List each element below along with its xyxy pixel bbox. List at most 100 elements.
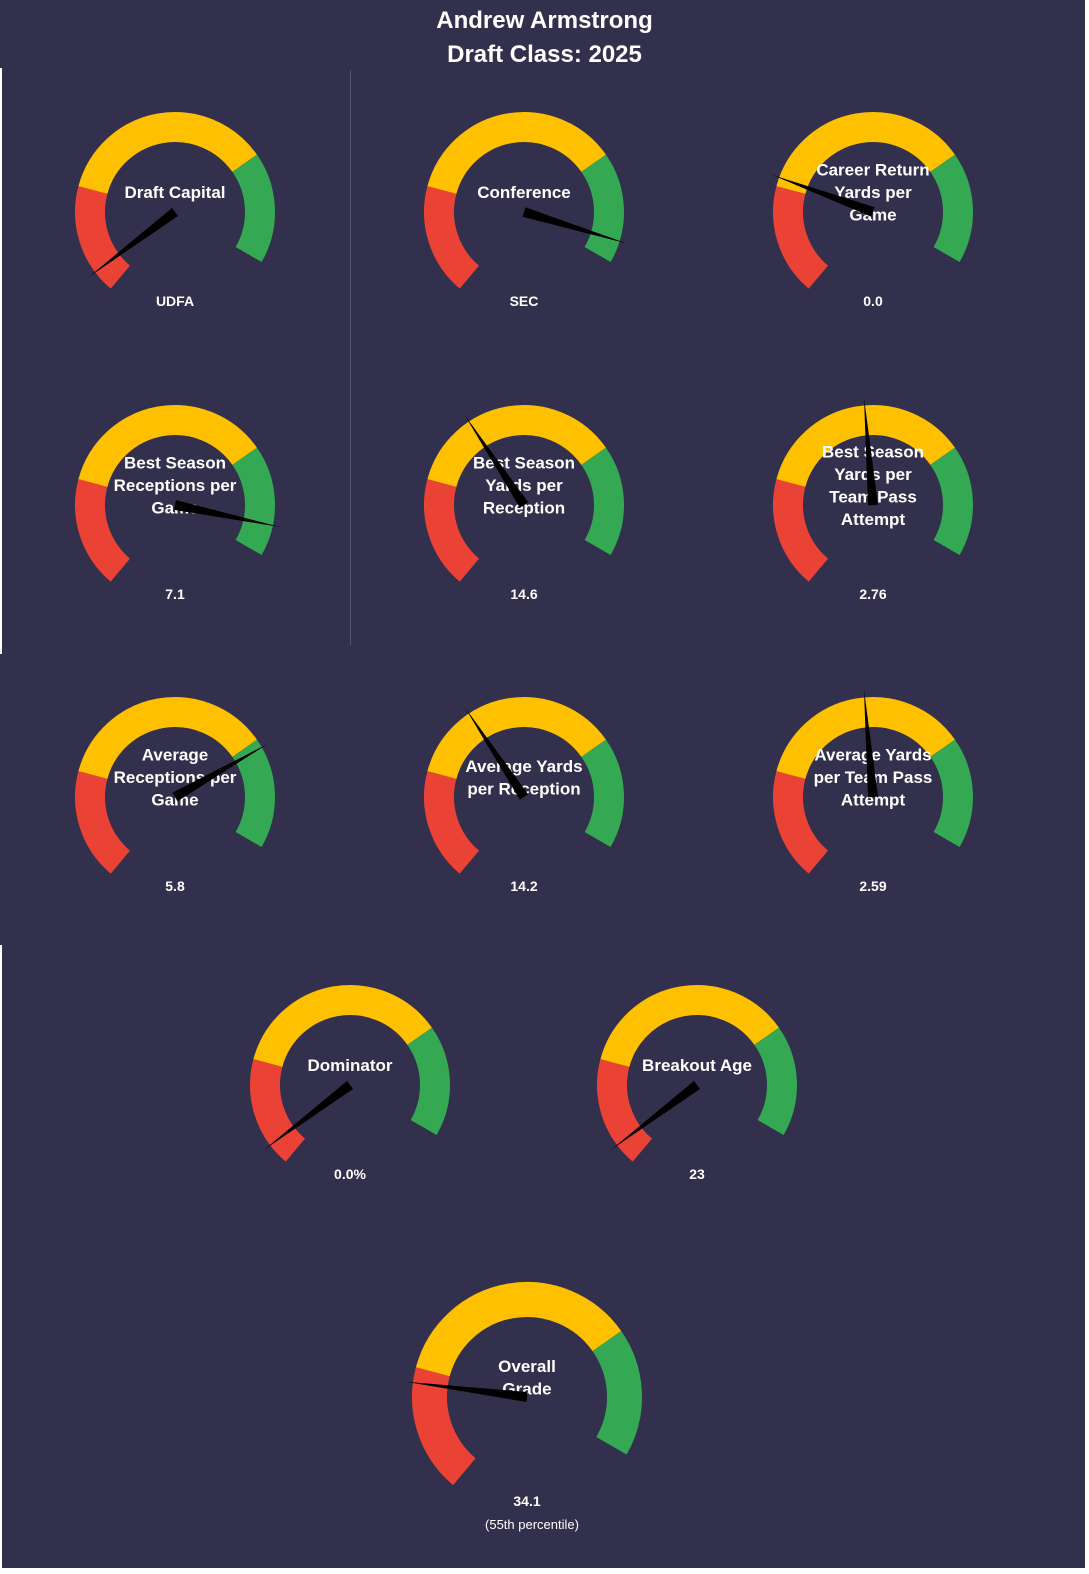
gauge-needle [863, 689, 878, 798]
gauge-label-line: Attempt [841, 510, 906, 529]
gauge-label: Career Return Yards per Game [816, 161, 929, 225]
gauge-band-low [75, 479, 131, 582]
gauge-band-mid [600, 985, 779, 1068]
gauge-band-high [592, 1331, 642, 1455]
gauge-band-mid [415, 1282, 622, 1377]
gauge-band-low [773, 186, 829, 289]
gauge-needle [863, 397, 878, 506]
gauge-value: 34.1 [513, 1493, 540, 1509]
gauge-band-high [581, 739, 624, 847]
gauge-band-high [930, 447, 973, 555]
gauge-band-mid [78, 112, 257, 195]
gauge-value: 0.0% [334, 1166, 366, 1182]
gauge-band-low [424, 186, 480, 289]
gauge-label: Draft Capital [124, 183, 225, 202]
gauge-label-line: Average Yards [814, 746, 931, 765]
gauge-band-high [232, 154, 275, 262]
section-divider [350, 70, 351, 645]
gauge-value: SEC [510, 293, 539, 309]
gauge-band-high [407, 1027, 450, 1135]
gauge-needle [263, 1081, 354, 1150]
gauge-band-mid [427, 405, 606, 488]
gauge-band-low [424, 771, 480, 874]
bottom-edge-strip [0, 1568, 1089, 1574]
gauge-band-mid [253, 985, 432, 1068]
gauge-label-line: Yards per [485, 476, 563, 495]
gauge-needle [771, 174, 875, 217]
gauge-band-high [930, 154, 973, 262]
gauge-needle [173, 500, 281, 528]
gauge-band-high [581, 154, 624, 262]
gauge-label-line: Overall [498, 1357, 556, 1376]
gauge-label: Average Receptions per Game [114, 746, 237, 810]
gauge-value: 23 [689, 1166, 705, 1182]
gauge-band-low [75, 771, 131, 874]
gauge-label-line: Average [142, 746, 208, 765]
gauge-band-low [250, 1059, 306, 1162]
draft-class: Draft Class: 2025 [447, 41, 642, 68]
gauge-label-line: Dominator [308, 1056, 393, 1075]
gauge-band-high [232, 739, 275, 847]
player-name: Andrew Armstrong [436, 7, 653, 34]
gauge-label-line: Average Yards [465, 757, 582, 776]
left-edge-strip [0, 945, 2, 1574]
gauge-band-mid [776, 697, 955, 780]
left-edge-strip [0, 68, 2, 654]
gauge-band-mid [427, 697, 606, 780]
gauge-needle [464, 706, 529, 800]
gauge-needle [404, 1381, 528, 1402]
gauge-1: Draft Capital UDFA [75, 112, 275, 309]
gauge-label-line: Best Season [822, 442, 924, 461]
gauge-band-high [581, 447, 624, 555]
gauge-band-mid [78, 697, 257, 780]
gauge-band-low [773, 479, 829, 582]
gauge-subtext: (55th percentile) [485, 1517, 579, 1532]
gauge-band-low [773, 771, 829, 874]
gauge-label: Best Season Yards per Reception [473, 454, 575, 518]
gauge-10: Dominator 0.0% [250, 985, 450, 1182]
gauge-needle [610, 1081, 701, 1150]
gauge-band-low [597, 1059, 653, 1162]
gauge-needle [522, 207, 628, 244]
gauge-band-high [754, 1027, 797, 1135]
gauge-label-line: Breakout Age [642, 1056, 752, 1075]
gauge-value: 14.2 [510, 878, 537, 894]
gauge-label-line: Yards per [834, 183, 912, 202]
gauge-band-low [75, 186, 131, 289]
gauge-5: Best Season Yards per Reception 14.6 [424, 405, 624, 602]
gauge-label: Conference [477, 183, 571, 202]
gauge-2: Conference SEC [424, 112, 628, 309]
gauge-label-line: Attempt [841, 791, 906, 810]
gauge-needle [172, 743, 269, 802]
gauge-needle [464, 414, 529, 508]
gauge-11: Breakout Age 23 [597, 985, 797, 1182]
gauge-label-line: Receptions per [114, 476, 237, 495]
right-edge-strip [1085, 0, 1089, 1574]
gauge-value: 0.0 [863, 293, 883, 309]
gauge-label-line: Conference [477, 183, 571, 202]
gauge-7: Average Receptions per Game 5.8 [75, 697, 275, 894]
gauge-value: 7.1 [165, 586, 185, 602]
gauge-band-mid [776, 112, 955, 195]
gauge-label-line: Best Season [473, 454, 575, 473]
gauge-label-line: Career Return [816, 161, 929, 180]
gauge-value: 2.59 [859, 878, 886, 894]
gauge-value: 2.76 [859, 586, 886, 602]
gauge-band-mid [78, 405, 257, 488]
gauge-label-line: Draft Capital [124, 183, 225, 202]
gauge-label: Breakout Age [642, 1056, 752, 1075]
gauge-needle [88, 208, 179, 277]
gauge-band-mid [427, 112, 606, 195]
gauge-value: 14.6 [510, 586, 537, 602]
gauge-label-line: Reception [483, 499, 565, 518]
gauge-band-mid [776, 405, 955, 488]
